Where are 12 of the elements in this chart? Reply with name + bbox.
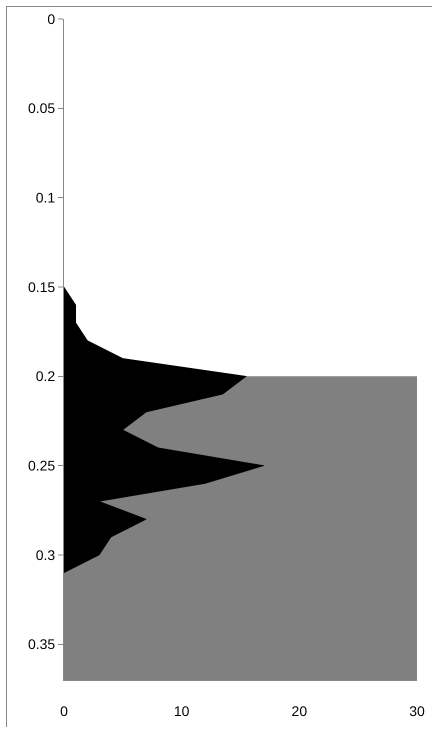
y-tick-label: 0.35: [28, 636, 56, 652]
x-tick-label: 30: [409, 702, 425, 719]
y-tick-label: 0.25: [28, 458, 56, 474]
x-tick-label: 10: [174, 702, 190, 719]
x-tick-label: 0: [60, 702, 68, 719]
y-tick-label: 0.3: [36, 546, 56, 563]
y-tick-label: 0.05: [28, 100, 56, 116]
y-tick-label: 0.2: [36, 368, 56, 384]
x-tick-label: 20: [292, 702, 308, 719]
y-tick-label: 0.15: [28, 278, 56, 295]
y-tick-label: 0: [47, 10, 56, 27]
y-tick-label: 0.1: [36, 190, 56, 206]
